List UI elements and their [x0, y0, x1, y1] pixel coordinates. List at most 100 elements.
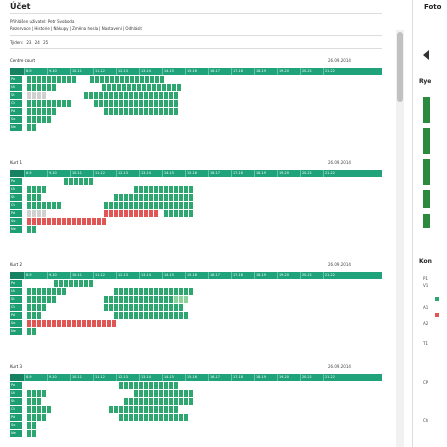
time-slot-block[interactable]	[109, 406, 179, 413]
hour-header: 21-22	[323, 374, 346, 381]
time-slot-block[interactable]	[27, 226, 37, 233]
divider	[10, 13, 382, 14]
time-slot-block[interactable]	[27, 320, 117, 327]
time-slot-block[interactable]	[104, 296, 174, 303]
time-slot-block[interactable]	[124, 398, 194, 405]
main-content: Účet Přihlášen uživatel: Petr Svoboda Re…	[10, 2, 404, 447]
hour-header: 10-11	[70, 170, 93, 177]
time-slot-block[interactable]	[119, 382, 179, 389]
time-slot-block[interactable]	[27, 108, 57, 115]
time-slot-block[interactable]	[134, 390, 194, 397]
time-slot-block[interactable]	[27, 76, 77, 83]
time-slot-block[interactable]	[119, 414, 189, 421]
time-slot-block[interactable]	[27, 422, 37, 429]
hour-header: 14-15	[162, 374, 185, 381]
time-slot-block[interactable]	[27, 312, 42, 319]
day-label: Po	[10, 280, 22, 287]
day-label: Po	[10, 76, 22, 83]
time-slot-block[interactable]	[134, 186, 194, 193]
slot-row	[24, 304, 382, 311]
time-slot-block[interactable]	[84, 92, 179, 99]
time-slot-block[interactable]	[27, 414, 47, 421]
time-slot-block[interactable]	[27, 194, 42, 201]
day-label: Čt	[10, 304, 22, 311]
vertical-scrollbar[interactable]	[396, 30, 404, 447]
nav-link-history[interactable]: Historie	[34, 26, 50, 31]
time-slot-block[interactable]	[54, 280, 94, 287]
time-slot-block[interactable]	[27, 116, 52, 123]
day-row: Po	[10, 76, 382, 83]
time-slot-block[interactable]	[27, 84, 57, 91]
hour-header: 9-10	[47, 170, 70, 177]
time-slot-block[interactable]	[114, 194, 194, 201]
hour-header: 18-19	[254, 68, 277, 75]
time-slot-block[interactable]	[27, 218, 107, 225]
time-slot-block[interactable]	[27, 296, 57, 303]
court-date: 26.09.2014	[328, 262, 351, 267]
slot-row	[24, 202, 382, 209]
table-header: 8-9 9-10 10-11 11-12 12-13 13-14 14-15 15-16 16-…	[10, 374, 382, 381]
time-slot-block[interactable]	[27, 124, 37, 131]
hour-header: 20-21	[300, 170, 323, 177]
time-slot-block[interactable]	[27, 390, 47, 397]
time-slot-block[interactable]	[102, 84, 182, 91]
slot-row	[24, 84, 382, 91]
slot-row	[24, 124, 382, 131]
nav-link-settings[interactable]: Nastavení	[101, 26, 122, 31]
time-slot-block[interactable]	[27, 92, 47, 99]
time-slot-block[interactable]	[64, 178, 94, 185]
time-slot-block[interactable]	[27, 398, 42, 405]
hour-header: 8-9	[24, 170, 47, 177]
table-header: 8-9 9-10 10-11 11-12 12-13 13-14 14-15 15-16 16-…	[10, 170, 382, 177]
hour-header: 12-13	[116, 170, 139, 177]
hour-header: 9-10	[47, 374, 70, 381]
time-slot-block[interactable]	[27, 430, 37, 437]
chevron-left-icon[interactable]	[423, 50, 429, 60]
day-label: Ne	[10, 328, 22, 335]
slot-row	[24, 76, 382, 83]
day-label: Ne	[10, 430, 22, 437]
time-slot-block[interactable]	[27, 328, 37, 335]
time-slot-block[interactable]	[104, 108, 179, 115]
scrollbar-thumb[interactable]	[397, 32, 403, 102]
week-link-23[interactable]: 23	[26, 40, 32, 45]
day-row: Po	[10, 280, 382, 287]
hour-header: 10-11	[70, 374, 93, 381]
time-slot-block[interactable]	[174, 296, 189, 303]
time-slot-block[interactable]	[104, 202, 194, 209]
schedule-table: 8-9 9-10 10-11 11-12 12-13 13-14 14-15 15-16 16-…	[10, 272, 382, 335]
hour-header: 21-22	[323, 68, 346, 75]
time-slot-block[interactable]	[27, 304, 47, 311]
time-slot-block[interactable]	[27, 210, 47, 217]
time-slot-block[interactable]	[104, 210, 159, 217]
time-slot-block[interactable]	[90, 76, 165, 83]
slot-row	[24, 390, 382, 397]
time-slot-block[interactable]	[27, 288, 67, 295]
sidebar-small-text: T1	[423, 341, 428, 346]
week-link-24[interactable]: 24	[34, 40, 40, 45]
time-slot-block[interactable]	[114, 288, 194, 295]
time-slot-block[interactable]	[114, 312, 189, 319]
hour-header: 17-18	[231, 170, 254, 177]
time-slot-block[interactable]	[27, 100, 72, 107]
time-slot-block[interactable]	[27, 202, 62, 209]
hour-header: 16-17	[208, 68, 231, 75]
day-label: St	[10, 194, 22, 201]
nav-link-logout[interactable]: Odhlásit	[125, 26, 142, 31]
time-slot-block[interactable]	[94, 100, 179, 107]
time-slot-block[interactable]	[164, 210, 194, 217]
slot-row	[24, 100, 382, 107]
day-label: St	[10, 92, 22, 99]
day-label: Po	[10, 178, 22, 185]
court-name: Kurt 2	[10, 262, 22, 267]
hour-header: 14-15	[162, 68, 185, 75]
nav-link-reservations[interactable]: Rezervace	[10, 26, 31, 31]
day-label: Út	[10, 186, 22, 193]
time-slot-block[interactable]	[27, 186, 47, 193]
nav-link-change-password[interactable]: Změna hesla	[72, 26, 99, 31]
time-slot-block[interactable]	[104, 304, 184, 311]
hour-header: 20-21	[300, 272, 323, 279]
week-link-25[interactable]: 25	[43, 40, 49, 45]
nav-link-purchases[interactable]: Nákupy	[53, 26, 69, 31]
time-slot-block[interactable]	[27, 406, 52, 413]
